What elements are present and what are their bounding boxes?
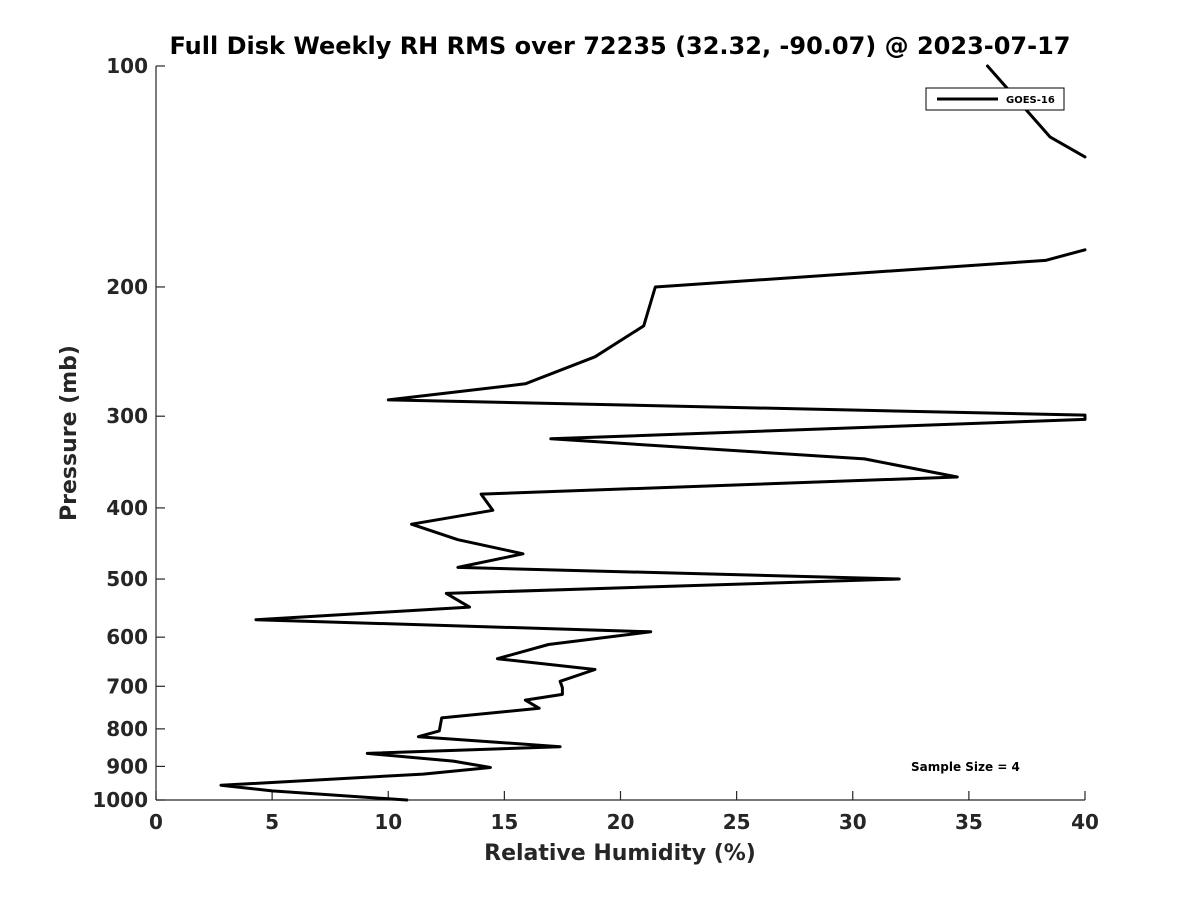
- y-tick-label: 1000: [92, 788, 148, 812]
- y-tick-label: 300: [106, 404, 148, 428]
- y-tick-label: 200: [106, 275, 148, 299]
- y-tick-label: 400: [106, 496, 148, 520]
- chart-title: Full Disk Weekly RH RMS over 72235 (32.3…: [169, 32, 1070, 60]
- x-tick-label: 0: [149, 810, 163, 834]
- y-tick-label: 600: [106, 625, 148, 649]
- plot-area: [156, 66, 1085, 800]
- x-tick-label: 25: [723, 810, 751, 834]
- y-tick-label: 700: [106, 674, 148, 698]
- x-tick-label: 20: [607, 810, 635, 834]
- x-axis: 0 5 10 15 20 25 30 35 40: [149, 791, 1099, 834]
- y-tick-label: 800: [106, 717, 148, 741]
- x-tick-label: 40: [1071, 810, 1099, 834]
- y-tick-label: 100: [106, 54, 148, 78]
- legend: GOES-16: [925, 87, 1065, 111]
- y-tick-label: 900: [106, 754, 148, 778]
- x-tick-label: 30: [839, 810, 867, 834]
- x-tick-label: 15: [490, 810, 518, 834]
- y-axis: 100 200 300 400 500 600 700 800 900 1000: [92, 54, 165, 812]
- x-tick-label: 10: [374, 810, 402, 834]
- sample-size-annotation: Sample Size = 4: [911, 760, 1020, 774]
- x-axis-label: Relative Humidity (%): [484, 841, 756, 866]
- x-tick-label: 35: [955, 810, 983, 834]
- y-tick-label: 500: [106, 567, 148, 591]
- legend-label-goes-16: GOES-16: [1006, 95, 1055, 106]
- y-axis-label: Pressure (mb): [57, 345, 82, 521]
- x-tick-label: 5: [265, 810, 279, 834]
